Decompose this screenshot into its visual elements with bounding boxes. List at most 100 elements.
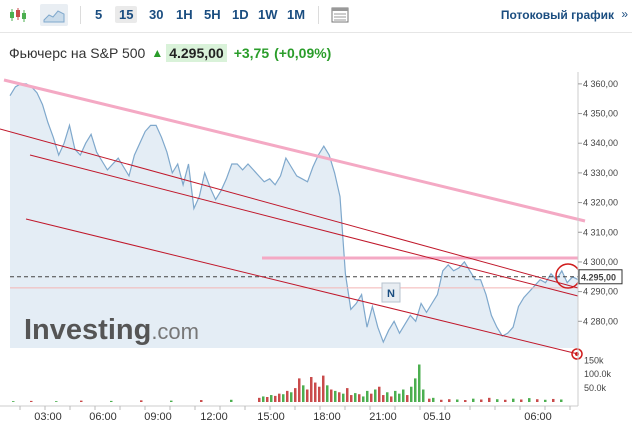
volume-bar-46 [406, 395, 409, 402]
volume-bar-2 [55, 401, 58, 402]
volume-bar-21 [306, 389, 309, 402]
investing-watermark: Investing.com [24, 314, 199, 346]
y-tick-label-4300: 4 300,00 [583, 257, 618, 267]
timeframe-1d[interactable]: 1D [232, 7, 249, 22]
volume-bar-14 [278, 393, 281, 402]
volume-bar-12 [270, 395, 273, 402]
volume-bar-25 [322, 375, 325, 402]
volume-bar-13 [274, 395, 277, 402]
volume-bar-61 [504, 399, 507, 402]
volume-bar-37 [370, 393, 373, 402]
news-marker[interactable]: N [381, 282, 401, 303]
volume-bar-68 [560, 399, 563, 402]
volume-bar-56 [464, 400, 467, 402]
watermark-brand: Investing [24, 314, 151, 346]
price-change: +3,75 [233, 45, 270, 61]
volume-bar-59 [488, 397, 491, 402]
volume-bar-65 [536, 399, 539, 402]
last-price-tag [578, 269, 623, 285]
volume-bars [12, 364, 563, 402]
volume-bar-57 [472, 398, 475, 402]
volume-bar-45 [402, 389, 405, 402]
volume-bar-60 [496, 399, 499, 402]
timeframe-15[interactable]: 15 [115, 6, 138, 23]
volume-bar-15 [282, 394, 285, 402]
quote-header: Фьючерс на S&P 500 ▲ 4.295,00 +3,75 (+0,… [9, 41, 331, 65]
timeframe-5[interactable]: 5 [95, 7, 103, 22]
timeframe-5h[interactable]: 5H [204, 7, 221, 22]
timeframe-1m[interactable]: 1M [287, 7, 306, 22]
volume-tick-label-1: 100.0k [584, 369, 612, 379]
volume-bar-51 [428, 398, 431, 402]
timeframe-30[interactable]: 30 [149, 7, 164, 22]
volume-bar-50 [422, 389, 425, 402]
y-tick-label-4310: 4 310,00 [583, 227, 618, 237]
double-chevron-right-icon[interactable]: » [621, 7, 628, 21]
timeframe-1h[interactable]: 1H [176, 7, 193, 22]
toolbar: 5 15 30 1H 5H 1D 1W 1M Потоковый график … [0, 0, 632, 33]
volume-bar-30 [342, 393, 345, 402]
last-price: 4.295,00 [166, 44, 227, 62]
volume-bar-28 [334, 390, 337, 402]
volume-bar-49 [418, 364, 421, 402]
volume-bar-19 [298, 378, 301, 402]
candlestick-icon[interactable] [4, 4, 32, 26]
volume-tick-label-0: 150k [584, 355, 604, 365]
streaming-chart-link[interactable]: Потоковый график [500, 8, 614, 22]
channel-line-lower [25, 218, 579, 355]
x-tick-label-8: 06:00 [524, 411, 552, 423]
volume-bar-6 [170, 400, 173, 402]
volume-bar-44 [398, 393, 401, 402]
x-tick-label-1: 06:00 [89, 411, 117, 423]
news-marker-label: N [387, 288, 395, 300]
price-chart[interactable]: Investing.com 4 280,004 290,004 300,004 … [0, 72, 632, 429]
volume-bar-64 [528, 398, 531, 402]
y-tick-label-4350: 4 350,00 [583, 109, 618, 119]
volume-bar-40 [382, 395, 385, 402]
volume-bar-16 [286, 390, 289, 402]
volume-bar-35 [362, 396, 365, 402]
price-area-fill [10, 83, 578, 349]
volume-bar-5 [140, 400, 143, 402]
volume-bar-63 [520, 399, 523, 402]
channel-end-marker [571, 348, 583, 360]
price-line [9, 83, 579, 344]
area-chart-icon[interactable] [40, 4, 68, 26]
last-price-tag-label: 4.295,00 [581, 272, 616, 282]
volume-bar-23 [314, 382, 317, 402]
volume-bar-7 [200, 400, 203, 402]
y-tick-label-4340: 4 340,00 [583, 138, 618, 148]
volume-bar-29 [338, 392, 341, 402]
volume-bar-9 [258, 397, 261, 402]
volume-bar-11 [266, 397, 269, 402]
time-axis: 03:00 06:00 09:00 12:00 15:00 18:00 21:00 05.10… [0, 405, 578, 423]
volume-bar-47 [410, 386, 413, 402]
y-tick-label-4290: 4 290,00 [583, 287, 618, 297]
volume-bar-53 [440, 399, 443, 402]
volume-bar-10 [262, 396, 265, 402]
y-tick-label-4320: 4 320,00 [583, 198, 618, 208]
volume-bar-62 [512, 398, 515, 402]
volume-bar-31 [346, 388, 349, 402]
volume-bar-4 [110, 400, 113, 402]
volume-bar-27 [330, 389, 333, 402]
volume-bar-24 [318, 386, 321, 402]
volume-bar-33 [354, 393, 357, 402]
volume-bar-67 [552, 398, 555, 402]
volume-bar-20 [302, 385, 305, 402]
y-tick-label-4330: 4 330,00 [583, 168, 618, 178]
table-icon[interactable] [326, 4, 354, 26]
x-tick-label-3: 12:00 [200, 411, 228, 423]
price-area [9, 83, 579, 349]
instrument-name: Фьючерс на S&P 500 [9, 45, 146, 61]
volume-bar-38 [374, 389, 377, 402]
watermark-suffix: .com [151, 319, 199, 344]
volume-bar-8 [230, 399, 233, 402]
price-axis: 4 280,00 4 290,00 4 300,00 4 310,00 4 320,00… [577, 72, 623, 406]
volume-bar-55 [456, 399, 459, 402]
x-tick-label-6: 21:00 [369, 411, 397, 423]
up-arrow-icon: ▲ [151, 46, 164, 60]
volume-bar-54 [448, 399, 451, 402]
volume-bar-0 [12, 401, 15, 402]
timeframe-1w[interactable]: 1W [258, 7, 278, 22]
